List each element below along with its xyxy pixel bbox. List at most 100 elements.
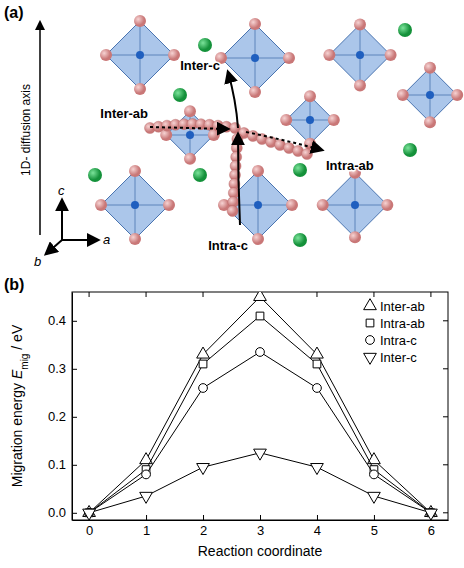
octahedron-face [323, 173, 388, 238]
y-tick-mark [72, 369, 77, 370]
octahedron-face [166, 111, 214, 159]
panel-label: (a) [4, 4, 24, 21]
octahedron-face [403, 68, 457, 122]
axis-label: 1D- diffusion axis [19, 84, 33, 176]
anion [304, 90, 316, 102]
y-tick-mark [72, 321, 77, 322]
x-tick-mark-top [203, 292, 204, 297]
octahedron [397, 62, 463, 128]
legend-marker [366, 319, 374, 327]
series-marker [368, 492, 381, 503]
x-tick-mark-top [430, 292, 431, 297]
octahedron-edge [403, 68, 457, 122]
octahedron-edge [329, 24, 390, 85]
legend: Inter-abIntra-abIntra-cInter-c [364, 299, 425, 365]
x-tick-label: 2 [200, 523, 207, 538]
y-axis-line [72, 293, 73, 521]
x-tick-label: 6 [428, 523, 435, 538]
y-tick: 0.2 [48, 409, 77, 424]
series-line [89, 297, 431, 513]
cation [306, 116, 314, 124]
trajectory-ion [302, 149, 313, 160]
anion [184, 105, 196, 117]
panel-b: 01234560.00.10.20.30.4Reaction coordinat… [9, 289, 449, 559]
octahedron [160, 105, 220, 165]
anion [252, 233, 264, 245]
x-tick-mark [203, 515, 204, 520]
trajectory-ion [227, 206, 238, 217]
anion [424, 62, 436, 74]
x-tick-mark-top [373, 292, 374, 297]
anion [252, 165, 264, 177]
anion [163, 199, 175, 211]
path-label: Inter-ab [100, 106, 148, 121]
y-tick-label: 0.3 [48, 361, 66, 376]
arrow-inter-c [228, 72, 238, 128]
axis-b-arrow [46, 240, 62, 254]
octahedron-edge [101, 171, 169, 239]
series-marker [199, 384, 208, 393]
x-tick: 3 [257, 515, 264, 538]
cation [356, 51, 364, 59]
y-tick-mark-right [443, 416, 448, 417]
x-tick: 1 [143, 515, 150, 538]
diffusion-axis-arrow [39, 22, 41, 235]
crystal-axis-label: b [34, 254, 41, 269]
x-tick-mark-top [89, 292, 90, 297]
anion [249, 18, 261, 30]
octahedron-edge [286, 96, 334, 144]
y-tick: 0.0 [48, 505, 77, 520]
anion [280, 114, 292, 126]
series-marker [197, 347, 210, 358]
anion [349, 231, 361, 243]
axis-c-arrow [61, 200, 63, 240]
series-marker [254, 292, 267, 300]
series-marker [256, 348, 265, 357]
x-tick-label: 3 [257, 523, 264, 538]
anion [451, 89, 463, 101]
octahedron [100, 15, 180, 95]
panel-a [40, 15, 463, 254]
a-site-ion [293, 233, 307, 247]
figure: (a)1D- diffusion axisInter-cInter-abIntr… [0, 0, 464, 568]
cation [251, 54, 259, 62]
a-site-ion [173, 88, 187, 102]
y-tick: 0.1 [48, 457, 77, 472]
anion [129, 165, 141, 177]
anion [184, 153, 196, 165]
arrow-inter-ab [150, 127, 228, 129]
series-marker [425, 509, 438, 520]
legend-label: Intra-ab [380, 316, 425, 331]
a-site-ion [403, 143, 417, 157]
y-tick: 0.3 [48, 361, 77, 376]
cation [351, 201, 359, 209]
series-line [89, 453, 431, 513]
series-marker [311, 347, 324, 358]
x-tick-label: 1 [143, 523, 150, 538]
anion [129, 233, 141, 245]
series-marker [370, 470, 379, 479]
legend-marker [366, 336, 375, 345]
octahedron-face [224, 171, 292, 239]
x-tick-mark-top [146, 292, 147, 297]
series-marker [311, 464, 324, 475]
anion [354, 18, 366, 30]
octahedron-edge [224, 171, 292, 239]
x-tick-mark [317, 515, 318, 520]
octahedron [218, 165, 298, 245]
cation [131, 201, 139, 209]
series-marker [313, 384, 322, 393]
x-tick-label: 5 [371, 523, 378, 538]
anion [424, 116, 436, 128]
cation [136, 51, 144, 59]
x-tick-mark [374, 515, 375, 520]
cation [186, 131, 194, 139]
octahedron-face [329, 24, 390, 85]
y-axis-title-part: mig [19, 354, 30, 370]
anion [317, 199, 329, 211]
x-tick: 5 [371, 515, 378, 538]
path-label: Intra-ab [326, 158, 374, 173]
y-tick-label: 0.1 [48, 457, 66, 472]
anion [385, 49, 397, 61]
series-marker [313, 360, 321, 368]
